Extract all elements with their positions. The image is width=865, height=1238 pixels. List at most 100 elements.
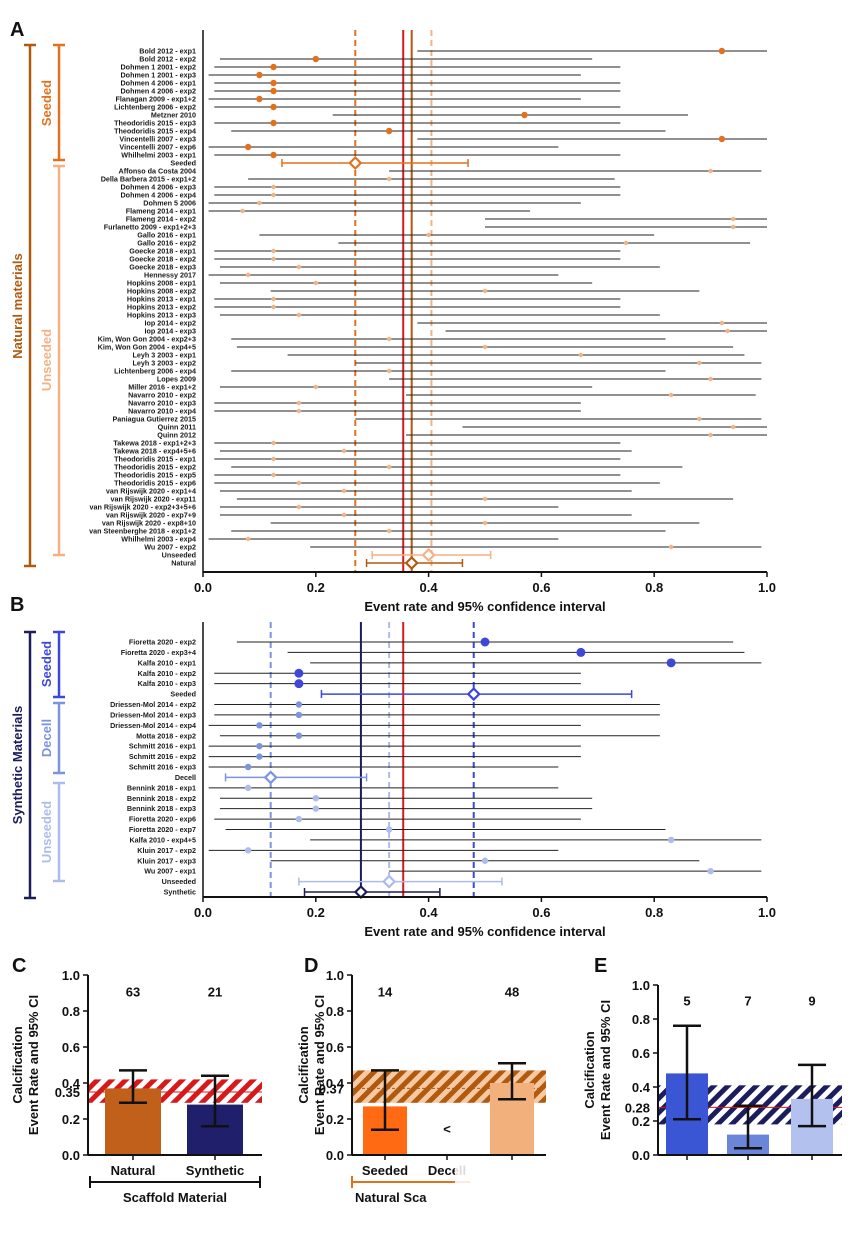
effect-point (480, 637, 490, 647)
y-axis-title: Calcification (296, 1026, 311, 1103)
effect-point (578, 352, 584, 358)
y-tick-label: 0.4 (632, 1080, 651, 1095)
reference-label: 0.35 (55, 1085, 80, 1100)
bar-panel-E: E Calcification Event Rate and 95% CI 5 7 9 0.… (582, 955, 842, 1163)
y-tick-label: 0.6 (326, 1040, 344, 1055)
effect-point (256, 742, 263, 750)
x-category-label: Seeded (362, 1163, 408, 1178)
study-label: Bold 2012 - exp1 (139, 47, 196, 56)
effect-point (256, 753, 263, 760)
effect-point (521, 111, 528, 119)
y-tick-label: 0.4 (326, 1076, 345, 1091)
y-axis-title: Event Rate and 95% CI (26, 995, 41, 1135)
effect-point (697, 360, 702, 366)
study-count: 63 (126, 985, 140, 1000)
bar-panel-C: C Calcification Event Rate and 95% CI 63 Nat… (10, 955, 262, 1178)
y-axis-title: Event Rate and 95% CI (312, 995, 327, 1135)
study-label: Hennessy 2017 (144, 271, 196, 280)
effect-point (256, 95, 263, 103)
study-label: Hopkins 2008 - exp2 (127, 287, 196, 296)
study-label: Natural (171, 559, 196, 568)
study-label: Unseeded (162, 877, 196, 886)
study-label: Theodoridis 2015 - exp3 (114, 119, 196, 128)
study-label: Wu 2007 - exp2 (144, 543, 196, 552)
effect-point (244, 784, 252, 792)
study-label: Whilhelmi 2003 - exp1 (121, 151, 196, 160)
effect-point (385, 127, 393, 135)
study-label: Lichtenberg 2006 - exp2 (114, 103, 196, 112)
study-label: Furlanetto 2009 - exp1+2+3 (104, 223, 196, 232)
effect-point (697, 416, 702, 422)
study-label: Hopkins 2008 - exp1 (127, 279, 196, 288)
study-label: Schmitt 2016 - exp1 (129, 742, 196, 751)
reference-label: 0.37 (319, 1081, 344, 1096)
effect-point (386, 528, 392, 534)
study-label: Whilhelmi 2003 - exp4 (121, 535, 196, 544)
effect-point (312, 805, 319, 812)
study-label: Bennink 2018 - exp3 (127, 804, 196, 813)
study-count: 5 (683, 993, 690, 1008)
study-count: 21 (208, 985, 222, 1000)
study-label: Flameng 2014 - exp1 (126, 207, 196, 216)
study-label: Bold 2012 - exp2 (139, 55, 196, 64)
study-label: Dohmen 4 2006 - exp2 (120, 87, 196, 96)
effect-point (271, 296, 276, 302)
study-label: Hopkins 2013 - exp2 (127, 303, 196, 312)
study-label: Leyh 3 2003 - exp2 (132, 359, 196, 368)
y-tick-label: 1.0 (326, 968, 344, 983)
study-label: Kalfa 2010 - exp4+5 (129, 835, 196, 844)
decell-label: Decell (39, 719, 54, 757)
effect-point (296, 400, 302, 406)
study-label: Goecke 2018 - exp1 (129, 247, 196, 256)
x-tick-label: 1.0 (758, 580, 776, 595)
study-label: Kim, Won Gon 2004 - exp2+3 (98, 335, 196, 344)
seeded-label-b: Seeded (39, 641, 54, 687)
study-label: Flameng 2014 - exp2 (126, 215, 196, 224)
study-label: Paniagua Gutierrez 2015 (113, 415, 197, 424)
study-label: Theodoridis 2015 - exp4 (114, 127, 196, 136)
x-category-label: Natural (111, 1163, 156, 1178)
y-tick-label: 0.0 (62, 1148, 80, 1163)
study-label: Navarro 2010 - exp2 (128, 391, 196, 400)
y-tick-label: 1.0 (62, 968, 80, 983)
unseeded-label-b: Unseeded (39, 801, 54, 863)
study-label: van Rijswijk 2020 - exp7+9 (106, 511, 196, 520)
study-label: Theodoridis 2015 - exp2 (114, 463, 196, 472)
effect-point (482, 288, 488, 294)
x-axis-title: Event rate and 95% confidence interval (364, 924, 605, 939)
effect-point (271, 456, 276, 462)
unseeded-label: Unseeded (39, 329, 54, 391)
effect-point (666, 658, 676, 668)
effect-point (313, 384, 318, 390)
study-label: Bennink 2018 - exp1 (127, 783, 196, 792)
effect-point (245, 536, 251, 542)
effect-point (295, 701, 303, 708)
effect-point (296, 480, 302, 486)
seeded-label: Seeded (39, 80, 54, 126)
study-label: Driessen-Mol 2014 - exp4 (110, 721, 196, 730)
panel-letter-B: B (10, 594, 24, 616)
effect-point (386, 368, 392, 374)
y-axis-title: Calcification (582, 1031, 597, 1108)
study-label: Navarro 2010 - exp3 (128, 399, 196, 408)
effect-point (270, 119, 277, 127)
x-tick-label: 0.2 (307, 905, 325, 920)
x-tick-label: 0.6 (532, 580, 550, 595)
x-tick-label: 0.8 (645, 580, 663, 595)
y-axis-title: Calcification (10, 1026, 25, 1103)
reference-label: 0.28 (625, 1100, 650, 1115)
x-tick-label: 0.0 (194, 905, 212, 920)
effect-point (481, 857, 489, 864)
y-tick-label: 0.8 (62, 1004, 80, 1019)
study-label: Quinn 2012 (157, 431, 196, 440)
study-label: Iop 2014 - exp3 (144, 327, 196, 336)
study-label: Gallo 2016 - exp2 (137, 239, 196, 248)
study-label: Affonso da Costa 2004 (119, 167, 196, 176)
effect-point (295, 711, 303, 719)
effect-point (270, 103, 277, 111)
study-label: Takewa 2018 - exp1+2+3 (113, 439, 196, 448)
summary-diamond (353, 884, 368, 900)
y-tick-label: 0.8 (632, 1012, 650, 1027)
effect-point (240, 208, 245, 214)
